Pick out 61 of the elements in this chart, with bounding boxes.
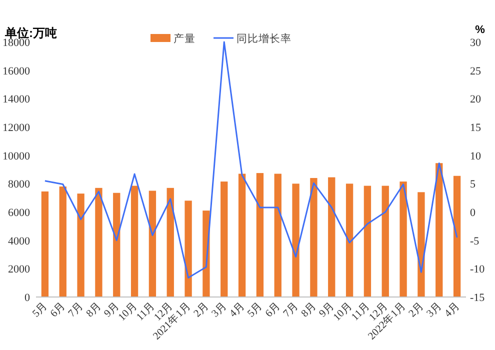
bar	[328, 177, 336, 297]
bar	[77, 194, 84, 297]
y-tick-label: 16000	[2, 65, 30, 78]
bar	[130, 186, 138, 297]
y-tick-label: 6000	[8, 207, 30, 219]
y-tick-label: 0	[24, 292, 30, 304]
y2-tick-label: 15	[470, 122, 482, 134]
legend-label: 同比增长率	[236, 32, 292, 45]
y2-tick-label: 30	[470, 37, 482, 49]
bar	[148, 190, 156, 297]
bar	[184, 200, 192, 297]
bar	[95, 188, 102, 297]
bar	[220, 182, 228, 297]
y-tick-label: 4000	[8, 235, 30, 248]
bar	[238, 174, 246, 297]
bar	[41, 191, 49, 297]
y2-tick-label: -10	[470, 264, 486, 276]
y-tick-label: 12000	[2, 122, 30, 134]
bar	[310, 178, 318, 297]
y2-tick-label: -5	[470, 235, 480, 248]
y2-tick-label: -15	[470, 292, 486, 304]
y-tick-label: 14000	[2, 94, 30, 106]
bar	[436, 163, 443, 297]
y-tick-label: 8000	[8, 178, 30, 191]
y2-axis-title: %	[475, 24, 486, 36]
bar	[113, 192, 120, 297]
y-tick-label: 2000	[8, 264, 30, 276]
x-tick-label: 3月	[209, 300, 230, 320]
x-tick-label: 5月	[245, 300, 266, 320]
x-tick-label: 6月	[263, 300, 283, 320]
bar	[364, 186, 372, 297]
bar	[292, 184, 300, 297]
x-tick-label: 4月	[442, 300, 462, 320]
x-tick-label: 8月	[298, 300, 319, 320]
y-tick-label: 18000	[2, 37, 30, 49]
x-tick-label: 2月	[191, 300, 212, 320]
bar	[382, 186, 389, 297]
bar	[166, 188, 174, 297]
x-tick-label: 3月	[424, 300, 444, 320]
bar	[400, 182, 407, 297]
y-tick-label: 10000	[2, 150, 30, 162]
x-tick-label: 7月	[66, 300, 86, 320]
bar	[346, 184, 354, 297]
x-tick-label: 2月	[406, 300, 426, 320]
y2-tick-label: 25	[470, 65, 482, 78]
y2-tick-label: 0	[470, 207, 476, 219]
x-tick-label: 4月	[227, 300, 248, 320]
x-tick-label: 7月	[280, 300, 301, 320]
legend-label: 产量	[174, 32, 196, 45]
bar	[418, 192, 425, 297]
bar	[453, 176, 461, 297]
y-axis-title: 单位:万吨	[4, 26, 57, 40]
bar	[59, 186, 66, 297]
x-tick-label: 6月	[48, 300, 68, 320]
x-tick-label: 8月	[84, 300, 104, 320]
bar	[274, 174, 282, 297]
bar	[256, 173, 264, 297]
y2-tick-label: 20	[470, 94, 482, 106]
y2-tick-label: 5	[470, 178, 476, 191]
y2-tick-label: 10	[470, 150, 482, 162]
x-tick-label: 5月	[30, 300, 50, 320]
